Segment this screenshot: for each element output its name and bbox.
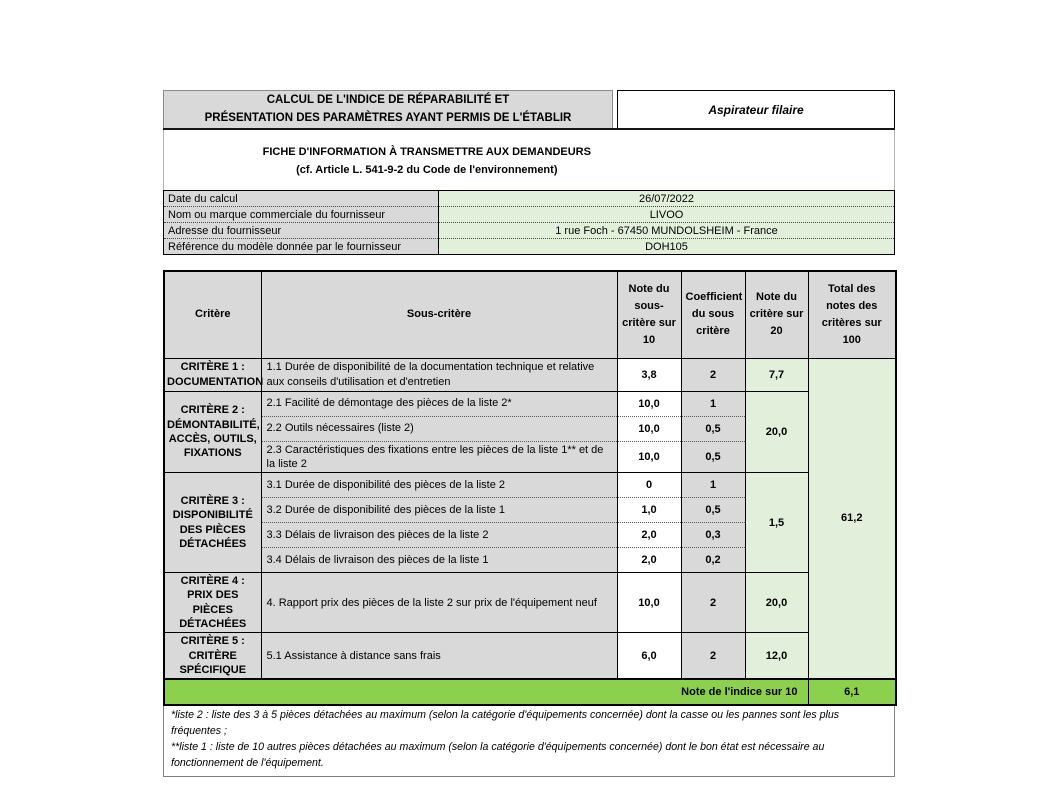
subcriterion-3-1: 3.1 Durée de disponibilité des pièces de… (260, 472, 618, 498)
row-4: CRITÈRE 4 : PRIX DES PIÈCES DÉTACHÉES 4.… (163, 572, 896, 633)
coef-3-2: 0,5 (680, 497, 746, 523)
col-header-sous-critere: Sous-critère (260, 271, 618, 359)
col-header-coefficient: Coefficient du sous critère (680, 271, 746, 359)
info-label-date: Date du calcul (163, 190, 439, 207)
final-score-value: 6,1 (807, 678, 897, 706)
criteria-header-row: Critère Sous-critère Note du sous-critèr… (163, 271, 897, 359)
info-value-date: 26/07/2022 (438, 190, 895, 207)
row-1-1: CRITÈRE 1 : DOCUMENTATION 1.1 Durée de d… (163, 357, 897, 680)
product-name: Aspirateur filaire (708, 102, 804, 117)
footnote-liste-1: **liste 1 : liste de 10 autres pièces dé… (171, 740, 825, 769)
coef-4: 2 (680, 572, 746, 633)
row-5-1: CRITÈRE 5 : CRITÈRE SPÉCIFIQUE 5.1 Assis… (163, 632, 896, 680)
sheet-title-line2: PRÉSENTATION DES PARAMÈTRES AYANT PERMIS… (204, 111, 572, 124)
note-3-3: 2,0 (616, 522, 682, 548)
note-3-2: 1,0 (616, 497, 682, 523)
criterion-2-label: CRITÈRE 2 : DÉMONTABILITÉ, ACCÈS, OUTILS… (163, 390, 262, 473)
info-row-address: Adresse du fournisseur 1 rue Foch - 6745… (163, 222, 895, 239)
fiche-section: FICHE D'INFORMATION À TRANSMETTRE AUX DE… (163, 130, 895, 190)
info-value-model: DOH105 (438, 238, 895, 255)
col-header-note-sous-critere: Note du sous-critère sur 10 (616, 271, 682, 359)
subcriterion-1-1: 1.1 Durée de disponibilité de la documen… (260, 357, 618, 391)
row-2-2: 2.2 Outils nécessaires (liste 2) 10,0 0,… (164, 415, 896, 441)
header-strip: CALCUL DE L'INDICE DE RÉPARABILITÉ ET PR… (163, 90, 895, 130)
subcriterion-3-2: 3.2 Durée de disponibilité des pièces de… (260, 497, 618, 523)
subcriterion-5-1: 5.1 Assistance à distance sans frais (260, 632, 618, 680)
row-3-1: CRITÈRE 3 : DISPONIBILITÉ DES PIÈCES DÉT… (163, 472, 896, 573)
subcriterion-2-1: 2.1 Facilité de démontage des pièces de … (260, 390, 618, 416)
criterion-4-label: CRITÈRE 4 : PRIX DES PIÈCES DÉTACHÉES (163, 572, 262, 633)
info-row-brand: Nom ou marque commerciale du fournisseur… (163, 206, 895, 223)
info-row-model: Référence du modèle donnée par le fourni… (163, 238, 895, 255)
criteria-table: Critère Sous-critère Note du sous-critèr… (163, 270, 897, 707)
score20-criterion-1: 7,7 (744, 357, 809, 391)
subcriterion-2-2: 2.2 Outils nécessaires (liste 2) (260, 415, 618, 441)
row-2-1: CRITÈRE 2 : DÉMONTABILITÉ, ACCÈS, OUTILS… (163, 390, 896, 473)
score20-criterion-3: 1,5 (744, 472, 809, 573)
info-label-model: Référence du modèle donnée par le fourni… (163, 238, 439, 255)
info-value-brand: LIVOO (438, 206, 895, 223)
subcriterion-4: 4. Rapport prix des pièces de la liste 2… (260, 572, 618, 633)
coef-1-1: 2 (680, 357, 746, 391)
note-4: 10,0 (616, 572, 682, 633)
info-label-address: Adresse du fournisseur (163, 222, 439, 239)
subcriterion-2-3: 2.3 Caractéristiques des fixations entre… (260, 440, 618, 473)
criterion-5-label: CRITÈRE 5 : CRITÈRE SPÉCIFIQUE (163, 632, 262, 680)
sheet-title-line1: CALCUL DE L'INDICE DE RÉPARABILITÉ ET (266, 94, 510, 107)
score20-criterion-4: 20,0 (744, 572, 809, 633)
row-2-3: 2.3 Caractéristiques des fixations entre… (164, 440, 896, 473)
note-5-1: 6,0 (616, 632, 682, 680)
info-label-brand: Nom ou marque commerciale du fournisseur (163, 206, 439, 223)
fiche-text: FICHE D'INFORMATION À TRANSMETTRE AUX DE… (164, 143, 690, 179)
coef-3-1: 1 (680, 472, 746, 498)
col-header-critere: Critère (163, 271, 262, 359)
coef-3-3: 0,3 (680, 522, 746, 548)
fiche-line2: (cf. Article L. 541-9-2 du Code de l'env… (296, 164, 558, 177)
total-score-100: 61,2 (807, 357, 897, 680)
fiche-line1: FICHE D'INFORMATION À TRANSMETTRE AUX DE… (262, 146, 591, 158)
score20-criterion-5: 12,0 (744, 632, 809, 680)
supplier-info-table: Date du calcul 26/07/2022 Nom ou marque … (163, 190, 895, 255)
coef-5-1: 2 (680, 632, 746, 680)
note-3-1: 0 (616, 472, 682, 498)
row-3-4: 3.4 Délais de livraison des pièces de la… (164, 547, 896, 573)
subcriterion-3-3: 3.3 Délais de livraison des pièces de la… (260, 522, 618, 548)
repairability-sheet: CALCUL DE L'INDICE DE RÉPARABILITÉ ET PR… (163, 90, 897, 777)
coef-2-3: 0,5 (680, 440, 746, 473)
coef-2-2: 0,5 (680, 415, 746, 441)
final-score-label: Note de l'indice sur 10 (163, 678, 809, 706)
info-value-address: 1 rue Foch - 67450 MUNDOLSHEIM - France (438, 222, 895, 239)
spacer (163, 255, 895, 270)
note-2-1: 10,0 (616, 390, 682, 416)
criterion-3-label: CRITÈRE 3 : DISPONIBILITÉ DES PIÈCES DÉT… (163, 472, 262, 573)
footnotes: *liste 2 : liste des 3 à 5 pièces détach… (163, 706, 895, 777)
note-3-4: 2,0 (616, 547, 682, 573)
row-3-3: 3.3 Délais de livraison des pièces de la… (164, 522, 896, 548)
row-3-2: 3.2 Durée de disponibilité des pièces de… (164, 497, 896, 523)
subcriterion-3-4: 3.4 Délais de livraison des pièces de la… (260, 547, 618, 573)
col-header-total-100: Total des notes des critères sur 100 (807, 271, 897, 359)
coef-3-4: 0,2 (680, 547, 746, 573)
score20-criterion-2: 20,0 (744, 390, 809, 473)
final-score-row: Note de l'indice sur 10 6,1 (163, 678, 897, 706)
criterion-1-label: CRITÈRE 1 : DOCUMENTATION (163, 357, 263, 391)
info-row-date: Date du calcul 26/07/2022 (163, 190, 895, 207)
note-2-3: 10,0 (616, 440, 682, 473)
product-box: Aspirateur filaire (617, 90, 895, 128)
note-1-1: 3,8 (616, 357, 682, 391)
coef-2-1: 1 (680, 390, 746, 416)
col-header-note-20: Note du critère sur 20 (744, 271, 809, 359)
sheet-title-box: CALCUL DE L'INDICE DE RÉPARABILITÉ ET PR… (163, 90, 613, 128)
note-2-2: 10,0 (616, 415, 682, 441)
footnote-liste-2: *liste 2 : liste des 3 à 5 pièces détach… (171, 709, 840, 738)
